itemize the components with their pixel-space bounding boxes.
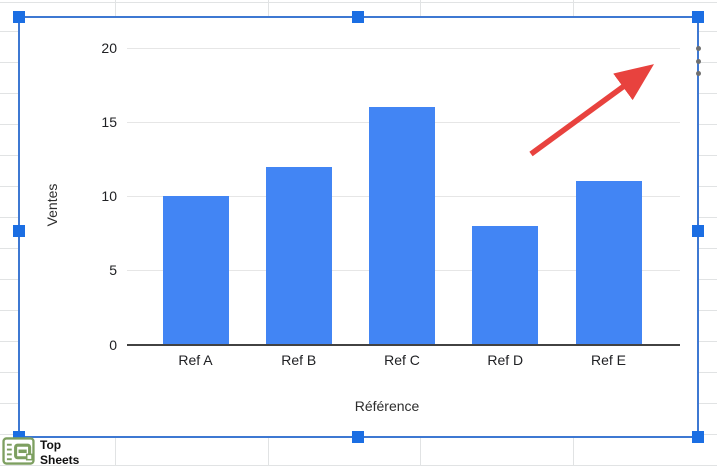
y-tick-label: 5: [109, 262, 117, 279]
x-axis-line: [127, 343, 680, 346]
selection-handle-top-right[interactable]: [692, 11, 704, 23]
x-category-label: Ref B: [281, 352, 317, 368]
watermark-line1: Top: [40, 438, 62, 452]
top-sheets-watermark: Top Sheets: [2, 437, 79, 466]
selection-handle-bottom-middle[interactable]: [352, 431, 364, 443]
selection-handle-bottom-right[interactable]: [692, 431, 704, 443]
kebab-dot: [695, 46, 701, 51]
x-axis-title: Référence: [354, 398, 420, 414]
chart-gridline: [127, 48, 680, 49]
bar-ref-e[interactable]: [575, 181, 642, 345]
y-axis-title: Ventes: [44, 183, 60, 227]
bar-ref-b[interactable]: [265, 166, 332, 345]
bar-ref-d[interactable]: [472, 225, 539, 345]
bar-ref-a[interactable]: [162, 196, 229, 345]
top-sheets-logo-icon: [2, 437, 35, 465]
y-tick-label: 15: [101, 114, 117, 131]
y-tick-label: 0: [109, 336, 117, 353]
chart-options-kebab-menu-icon[interactable]: [691, 44, 705, 78]
kebab-dot: [695, 71, 701, 76]
x-category-label: Ref C: [384, 352, 420, 368]
y-tick-label: 20: [101, 40, 117, 56]
bar-ref-c[interactable]: [369, 107, 435, 345]
selection-handle-top-left[interactable]: [13, 11, 25, 23]
chart-container[interactable]: 0 5 10 15 20 Ref A Ref B Ref C Ref D Ref E Ventes…: [18, 16, 701, 438]
x-category-label: Ref D: [487, 352, 524, 368]
selection-handle-top-middle[interactable]: [352, 11, 364, 23]
sheet-gridline-row: [0, 2, 717, 3]
selection-handle-middle-right[interactable]: [692, 225, 704, 237]
kebab-dot: [695, 58, 701, 64]
watermark-line2: Sheets: [40, 453, 80, 466]
selection-handle-middle-left[interactable]: [13, 225, 25, 237]
x-category-label: Ref A: [178, 352, 213, 368]
y-tick-label: 10: [101, 188, 117, 205]
x-category-label: Ref E: [590, 352, 626, 368]
